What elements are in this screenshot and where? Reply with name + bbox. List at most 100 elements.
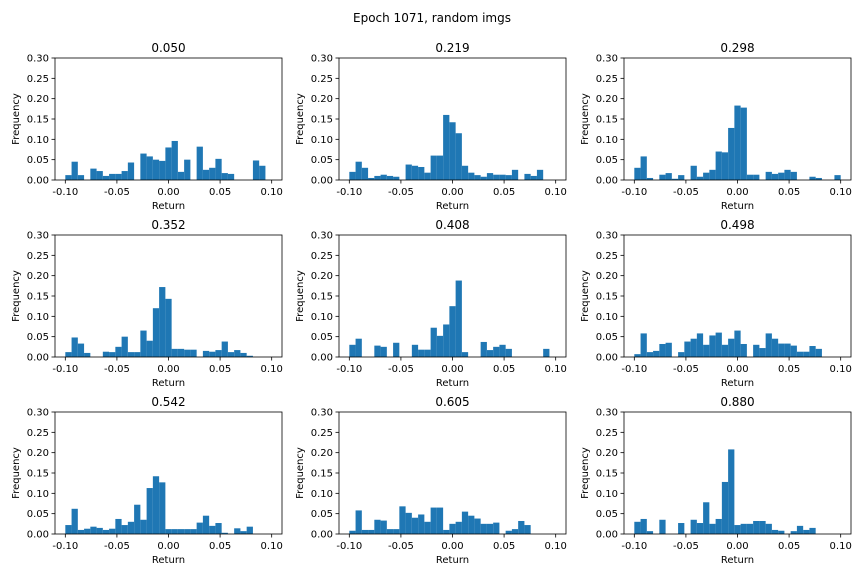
y-tick-label: 0.20: [27, 271, 49, 282]
y-tick-label: 0.20: [311, 448, 333, 459]
histogram-panel: 0.00 0.05 0.10 0.15 0.20 0.25 0.30 -0.10 -0.05 0.…: [580, 218, 852, 389]
histogram-bar: [511, 529, 519, 534]
y-tick-label: 0.00: [596, 176, 618, 187]
histogram-bar: [246, 526, 253, 534]
y-tick-label: 0.15: [27, 292, 49, 303]
histogram-bar: [140, 519, 147, 534]
histogram-bar: [134, 352, 141, 357]
histogram-bar: [740, 343, 747, 357]
y-tick-label: 0.25: [311, 74, 333, 85]
histogram-bar: [165, 147, 172, 180]
histogram-bar: [455, 521, 462, 534]
histogram-panel: 0.00 0.05 0.10 0.15 0.20 0.25 0.30 -0.10 -0.05 0.…: [295, 218, 567, 389]
histogram-bar: [646, 352, 654, 357]
histogram-bar: [393, 176, 400, 180]
y-tick-label: 0.20: [596, 448, 618, 459]
y-tick-label: 0.00: [596, 353, 618, 364]
histogram-bar: [71, 508, 78, 534]
x-tick-label: -0.05: [388, 541, 414, 552]
histogram-bar: [252, 160, 260, 180]
histogram-bar: [109, 173, 116, 180]
histogram-bar: [380, 520, 387, 534]
histogram-bar: [803, 351, 810, 357]
histogram-bar: [536, 169, 544, 180]
x-tick-label: 0.05: [778, 187, 800, 198]
histogram-bar: [127, 352, 135, 357]
y-tick-label: 0.10: [596, 135, 618, 146]
histogram-bar: [436, 507, 444, 534]
histogram-bar: [393, 342, 400, 357]
x-tick-label: 0.10: [830, 364, 852, 375]
histogram-bar: [759, 348, 766, 357]
y-tick-label: 0.25: [27, 74, 49, 85]
histogram-bar: [709, 335, 716, 357]
histogram-bar: [146, 340, 153, 357]
histogram-bar: [715, 151, 722, 180]
x-tick-label: 0.05: [493, 364, 515, 375]
panel-title: 0.219: [435, 41, 469, 55]
y-tick-label: 0.00: [311, 353, 333, 364]
panel-title: 0.605: [435, 395, 469, 409]
histogram-bar: [140, 153, 147, 180]
histogram-bar: [690, 519, 697, 534]
histogram-bar: [796, 351, 804, 357]
histogram-bar: [665, 173, 672, 180]
histogram-bar: [834, 175, 841, 180]
panel-title: 0.352: [151, 218, 185, 232]
histogram-bar: [77, 343, 85, 357]
histogram-bar: [778, 343, 785, 357]
histogram-bar: [443, 324, 450, 357]
histogram-bar: [259, 165, 266, 180]
x-tick-label: 0.00: [441, 187, 463, 198]
histogram-bar: [361, 529, 369, 534]
histogram-bar: [734, 105, 741, 180]
histogram-bar: [790, 345, 797, 357]
y-tick-label: 0.25: [27, 251, 49, 262]
histogram-bar: [771, 173, 779, 180]
histogram-bar: [418, 166, 425, 180]
y-tick-label: 0.00: [27, 176, 49, 187]
x-tick-label: -0.10: [336, 187, 362, 198]
y-tick-label: 0.15: [311, 469, 333, 480]
y-tick-label: 0.30: [596, 54, 618, 65]
histogram-bar: [184, 159, 191, 180]
histogram-bar: [703, 172, 710, 180]
histogram-bar: [115, 346, 122, 357]
histogram-bar: [159, 287, 166, 357]
y-tick-label: 0.10: [27, 489, 49, 500]
histogram-bar: [146, 488, 153, 534]
histogram-bar: [530, 175, 537, 180]
histogram-bar: [715, 518, 722, 534]
histogram-bar: [411, 517, 419, 534]
histogram-bar: [784, 343, 791, 357]
histogram-bar: [102, 529, 110, 534]
histogram-bar: [728, 127, 735, 180]
y-tick-label: 0.00: [27, 530, 49, 541]
histogram-bar: [90, 526, 97, 534]
histogram-bar: [696, 176, 704, 180]
histogram-bar: [380, 346, 387, 357]
histogram-bar: [190, 529, 197, 534]
y-tick-label: 0.05: [311, 155, 333, 166]
histogram-bar: [171, 348, 178, 357]
y-tick-label: 0.10: [596, 312, 618, 323]
histogram-bar: [703, 502, 710, 534]
x-tick-label: -0.10: [621, 541, 647, 552]
histogram-panel: 0.00 0.05 0.10 0.15 0.20 0.25 0.30 -0.10 -0.05 0.…: [580, 395, 852, 566]
histogram-bar: [127, 521, 135, 534]
x-tick-label: 0.10: [545, 364, 567, 375]
x-tick-label: -0.10: [621, 187, 647, 198]
histogram-bar: [227, 173, 235, 180]
y-tick-label: 0.10: [27, 135, 49, 146]
histogram-bar: [505, 348, 512, 357]
histogram-bar: [115, 173, 122, 180]
histogram-bar: [90, 168, 97, 180]
panel-title: 0.050: [151, 41, 185, 55]
histogram-bar: [778, 530, 785, 534]
y-tick-label: 0.00: [596, 530, 618, 541]
histogram-bar: [221, 341, 228, 357]
histogram-bar: [634, 167, 641, 180]
x-tick-label: -0.05: [673, 541, 699, 552]
histogram-bar: [728, 449, 735, 534]
histogram-bar: [127, 162, 135, 180]
